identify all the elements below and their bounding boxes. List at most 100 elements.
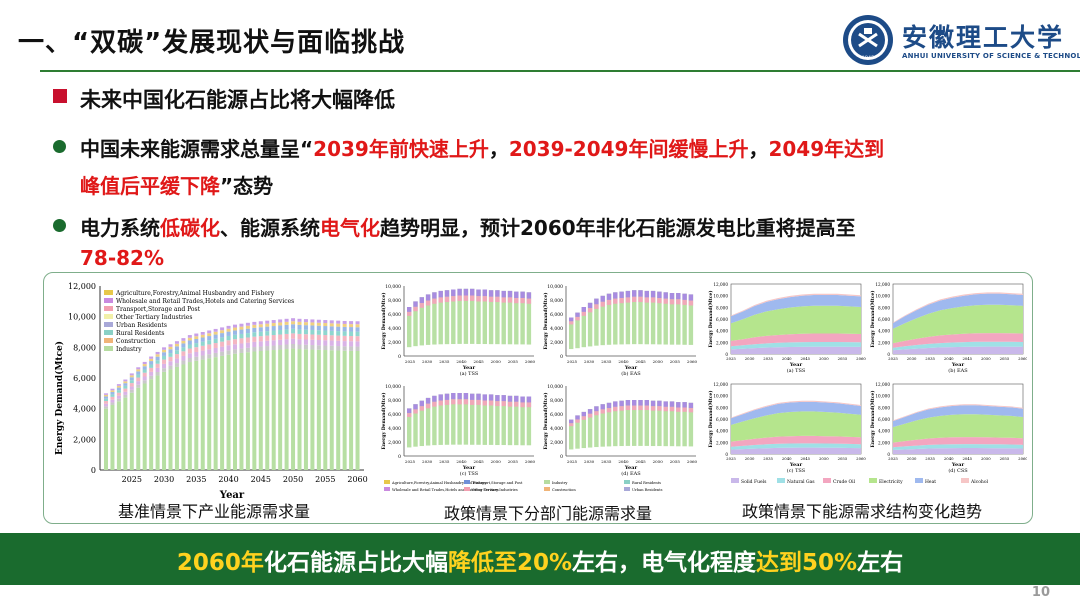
chart2-bar-segment bbox=[407, 408, 412, 448]
chart2-bar-segment bbox=[600, 409, 605, 414]
chart1-bar-segment bbox=[200, 345, 205, 351]
chart3-ytick-label: 10,000 bbox=[713, 294, 728, 299]
chart2-bar-segment bbox=[682, 402, 687, 408]
chart2-ytick-label: 10,000 bbox=[547, 384, 563, 390]
chart1-bar-segment bbox=[233, 327, 237, 331]
chart1-bar-segment bbox=[116, 387, 121, 391]
chart1-bar-segment bbox=[329, 350, 334, 470]
chart2-legend-swatch bbox=[544, 487, 550, 491]
chart3-xtick-label: 2055 bbox=[838, 456, 848, 461]
chart2-bar-segment bbox=[613, 298, 618, 304]
chart3-xtick-label: 2060 bbox=[1018, 356, 1027, 361]
chart2-xtick-label: 2030 bbox=[422, 359, 433, 364]
chart1-bar-segment bbox=[174, 346, 179, 351]
chart1-bar-segment bbox=[316, 322, 321, 326]
chart3-area-layer bbox=[893, 293, 1023, 329]
chart3-ytick-label: 0 bbox=[725, 452, 728, 457]
chart1-bar-segment bbox=[278, 322, 283, 326]
chart1-bar-segment bbox=[110, 404, 115, 470]
chart2-bar-segment bbox=[650, 406, 656, 411]
chart1-bar-segment bbox=[252, 332, 257, 337]
bullet-1-sep-1: ， bbox=[488, 137, 509, 161]
chart2-bar-segment bbox=[457, 399, 462, 405]
chart1-bar-segment bbox=[258, 327, 263, 332]
chart3-xtick-label: 2035 bbox=[763, 356, 773, 361]
chart1-bar-segment bbox=[129, 389, 134, 393]
chart2-bar-segment bbox=[606, 402, 612, 409]
chart3-area-layer bbox=[731, 346, 861, 354]
chart2-ytick-label: 6,000 bbox=[550, 412, 563, 418]
chart2-bar-segment bbox=[501, 395, 506, 446]
chart1-bar-segment bbox=[194, 347, 199, 352]
chart1-bar-segment bbox=[110, 394, 115, 397]
chart1-legend-swatch bbox=[104, 330, 113, 335]
chart2-bar-segment bbox=[581, 307, 587, 348]
chart3-xtick-label: 2040 bbox=[944, 356, 954, 361]
chart3-xtick-label: 2050 bbox=[819, 356, 829, 361]
chart1-bar-segment bbox=[233, 334, 237, 340]
chart2-bar-segment bbox=[669, 293, 675, 345]
chart2-bar-segment bbox=[682, 293, 687, 345]
chart2-bar-segment bbox=[581, 411, 587, 449]
chart2-bar-segment bbox=[650, 400, 656, 407]
chart3-area-layer bbox=[731, 305, 861, 341]
chart1-bar-segment bbox=[213, 334, 218, 339]
bullet-dot-2 bbox=[53, 219, 66, 232]
chart1-bar-segment bbox=[284, 324, 289, 330]
chart1-bar-segment bbox=[303, 339, 308, 345]
chart1-bar-segment bbox=[149, 367, 154, 372]
chart1-bar-segment bbox=[226, 340, 231, 346]
chart2-ytick-label: 2,000 bbox=[388, 340, 401, 346]
chart2-legend-label: Wholesale and Retail Trades,Hotels and C… bbox=[392, 488, 499, 492]
chart2-ytick-label: 0 bbox=[560, 354, 563, 360]
chart2-bar-segment bbox=[688, 408, 694, 413]
chart3-ytick-label: 8,000 bbox=[716, 305, 728, 310]
chart1-bar-segment bbox=[149, 361, 154, 365]
banner-highlight-2: 达到50% bbox=[756, 550, 858, 576]
chart1-bar-segment bbox=[194, 351, 199, 357]
chart1-bar-segment bbox=[252, 347, 257, 352]
chart2-bar-segment bbox=[613, 292, 618, 345]
chart2-bar-segment bbox=[444, 393, 450, 400]
chart1-bar-segment bbox=[213, 331, 218, 335]
chart2-bar-segment bbox=[444, 290, 450, 345]
chart1-bar-segment bbox=[220, 330, 225, 334]
chart2-bar-segment bbox=[606, 299, 612, 305]
chart3-legend-label: Crude Oil bbox=[833, 479, 856, 485]
chart1-bar-segment bbox=[252, 321, 257, 325]
chart1-bar-segment bbox=[200, 350, 205, 356]
chart2-bar-segment bbox=[569, 419, 574, 424]
chart1-bar-segment bbox=[207, 349, 212, 355]
chart2-xlabel: Year bbox=[462, 465, 476, 471]
chart1-bar-segment bbox=[200, 332, 205, 335]
chart1-bar-segment bbox=[142, 361, 147, 365]
chart2-bar-segment bbox=[632, 405, 637, 411]
chart1-bar-segment bbox=[187, 353, 192, 359]
chart1-bar-segment bbox=[116, 385, 121, 388]
chart1-bar-segment bbox=[136, 371, 141, 375]
chart2-bar-segment bbox=[650, 290, 656, 298]
chart3-panel-label: (b) EAS bbox=[948, 367, 968, 374]
chart2-bar-segment bbox=[425, 397, 431, 446]
chart3-ytick-label: 4,000 bbox=[878, 329, 890, 334]
bullet-1-tail: ”态势 bbox=[220, 174, 274, 198]
chart1-bar-segment bbox=[162, 359, 167, 364]
chart1-bar-segment bbox=[291, 348, 296, 470]
chart2-ytick-label: 2,000 bbox=[388, 440, 401, 446]
chart2-bar-segment bbox=[644, 297, 650, 303]
chart3-ytick-label: 6,000 bbox=[716, 417, 728, 422]
chart1-bar-segment bbox=[129, 383, 134, 387]
chart3-ytick-label: 10,000 bbox=[713, 394, 728, 399]
chart1-bar-segment bbox=[297, 333, 302, 340]
chart2-bar-segment bbox=[688, 294, 694, 301]
chart2-bar-segment bbox=[669, 293, 675, 300]
chart1-bar-segment bbox=[355, 331, 360, 337]
chart3-area-layer bbox=[893, 405, 1023, 428]
chart2-panel-label: (b) EAS bbox=[621, 370, 641, 377]
chart2-xtick-label: 2060 bbox=[525, 359, 536, 364]
chart1-bar-segment bbox=[329, 330, 334, 336]
chart2-bar-segment bbox=[682, 293, 687, 300]
chart1-bar-segment bbox=[239, 352, 244, 470]
chart2-bar-segment bbox=[438, 394, 443, 445]
chart2-bar-segment bbox=[594, 411, 599, 416]
